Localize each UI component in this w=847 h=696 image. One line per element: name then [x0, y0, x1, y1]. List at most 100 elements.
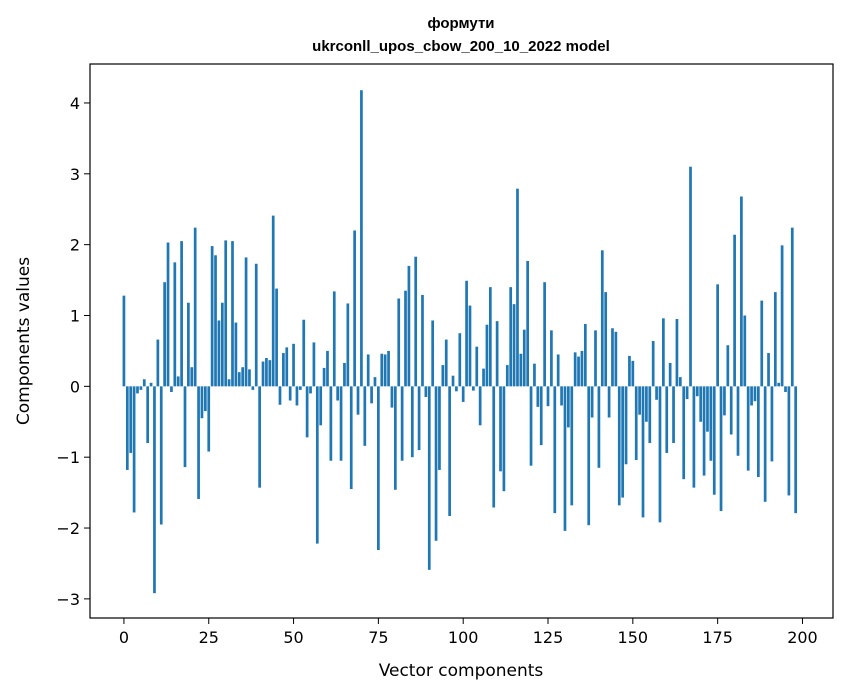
bar-98 [455, 386, 458, 392]
bar-28 [217, 320, 221, 387]
bar-171 [702, 386, 706, 476]
bar-137 [587, 386, 591, 526]
bar-32 [231, 241, 234, 387]
bar-37 [248, 369, 251, 387]
bar-29 [220, 302, 224, 387]
bar-61 [329, 386, 333, 461]
bar-184 [746, 386, 750, 471]
bar-27 [214, 255, 217, 387]
bar-72 [366, 354, 370, 387]
y-tick-label: −1 [56, 448, 80, 467]
bar-99 [458, 333, 462, 387]
bar-138 [590, 386, 594, 418]
x-tick-label: 100 [448, 628, 479, 647]
bar-35 [241, 367, 245, 387]
bar-92 [434, 386, 438, 541]
bar-139 [594, 330, 597, 387]
bar-186 [753, 386, 757, 402]
bar-71 [363, 386, 367, 446]
bar-48 [285, 347, 289, 387]
bar-195 [784, 386, 787, 393]
bar-69 [356, 386, 360, 415]
bar-117 [519, 353, 523, 387]
bar-6 [142, 379, 146, 387]
bar-24 [203, 386, 207, 412]
bar-133 [573, 352, 577, 387]
bar-126 [550, 330, 553, 387]
bar-158 [658, 386, 662, 523]
bar-103 [472, 386, 475, 391]
bar-187 [757, 386, 760, 478]
bar-121 [533, 363, 536, 387]
y-tick-label: −2 [56, 519, 80, 538]
bar-111 [499, 386, 502, 472]
bar-148 [624, 386, 628, 465]
bar-11 [159, 386, 163, 525]
bar-176 [719, 386, 723, 512]
bar-196 [787, 386, 791, 496]
x-tick-label: 50 [283, 628, 303, 647]
bar-140 [597, 386, 601, 468]
bar-81 [397, 298, 401, 387]
bar-14 [170, 386, 173, 393]
bar-178 [726, 345, 730, 387]
bar-50 [292, 343, 295, 387]
bar-40 [258, 386, 261, 488]
bar-38 [251, 386, 255, 390]
bar-189 [763, 386, 767, 502]
bar-127 [553, 386, 557, 514]
bar-112 [502, 386, 506, 492]
bar-96 [448, 386, 451, 516]
y-tick-label: 2 [70, 236, 80, 255]
bar-151 [634, 386, 638, 461]
bar-182 [740, 196, 743, 387]
bar-82 [400, 386, 404, 461]
bar-163 [675, 319, 679, 387]
bar-154 [645, 386, 648, 422]
bar-51 [295, 386, 299, 406]
bar-100 [461, 386, 465, 402]
bar-9 [153, 386, 156, 594]
bar-16 [176, 376, 180, 387]
bar-177 [723, 386, 726, 416]
y-axis-ticks: −3 −2 −1 0 1 2 3 4 [56, 94, 90, 609]
bar-44 [271, 215, 275, 387]
bar-52 [298, 386, 302, 390]
bar-76 [380, 353, 384, 387]
bar-170 [699, 386, 703, 422]
bar-49 [288, 386, 292, 401]
bar-95 [444, 339, 448, 387]
bar-68 [353, 230, 356, 387]
bar-90 [427, 386, 431, 570]
bar-85 [410, 386, 414, 458]
bar-116 [516, 188, 519, 387]
bar-198 [794, 386, 798, 514]
bar-120 [529, 386, 533, 466]
bar-114 [509, 287, 513, 387]
bar-47 [282, 353, 285, 387]
bar-144 [611, 328, 614, 387]
bar-104 [475, 346, 479, 387]
bar-45 [275, 288, 278, 387]
bar-0 [122, 295, 126, 387]
chart-title: формути [427, 15, 494, 32]
bar-94 [441, 365, 445, 387]
bar-53 [302, 319, 306, 387]
bar-77 [383, 354, 387, 387]
bar-43 [268, 360, 272, 387]
bar-74 [373, 377, 377, 387]
bar-13 [166, 242, 170, 387]
bar-142 [604, 292, 608, 387]
bar-169 [695, 386, 699, 397]
bars-group [122, 90, 798, 594]
bar-86 [414, 256, 418, 387]
bar-193 [777, 382, 781, 387]
bar-181 [736, 386, 740, 456]
x-tick-label: 125 [533, 628, 564, 647]
bar-160 [665, 386, 669, 453]
bar-168 [692, 386, 696, 488]
y-tick-label: 0 [70, 377, 80, 396]
bar-167 [689, 166, 692, 387]
bar-20 [190, 367, 194, 387]
x-tick-label: 25 [199, 628, 219, 647]
